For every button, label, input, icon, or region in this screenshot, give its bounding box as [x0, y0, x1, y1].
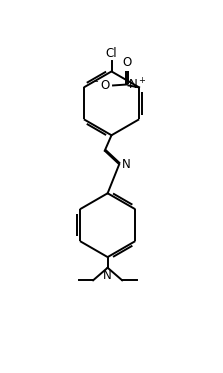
Text: O: O — [122, 56, 132, 69]
Text: $\mathregular{{}^-O}$: $\mathregular{{}^-O}$ — [90, 79, 112, 92]
Text: N: N — [103, 269, 112, 282]
Text: Cl: Cl — [106, 47, 117, 60]
Text: $\mathregular{N^+}$: $\mathregular{N^+}$ — [128, 77, 147, 92]
Text: N: N — [122, 158, 130, 171]
